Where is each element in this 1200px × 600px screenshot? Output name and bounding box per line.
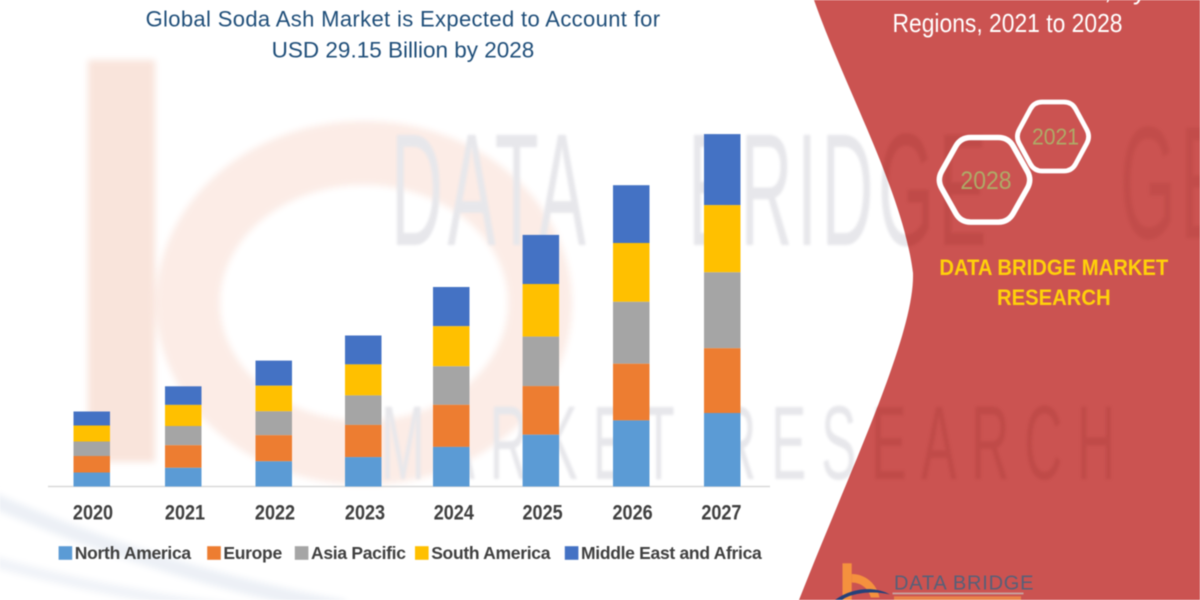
- svg-text:2023: 2023: [345, 501, 385, 525]
- svg-text:Europe: Europe: [223, 543, 282, 563]
- svg-text:2025: 2025: [523, 501, 563, 525]
- svg-text:2021: 2021: [1032, 124, 1079, 150]
- svg-text:DATA: DATA: [391, 102, 590, 280]
- svg-text:Regions, 2021 to 2028: Regions, 2021 to 2028: [892, 10, 1122, 39]
- svg-text:RESEARCH: RESEARCH: [997, 285, 1111, 310]
- svg-text:Global Soda Ash Market is Expe: Global Soda Ash Market is Expected to Ac…: [146, 7, 661, 32]
- svg-text:South America: South America: [431, 543, 551, 563]
- svg-text:DATA BRIDGE MARKET: DATA BRIDGE MARKET: [939, 255, 1168, 280]
- svg-text:2028: 2028: [960, 167, 1011, 195]
- svg-text:2020: 2020: [73, 501, 113, 525]
- svg-text:USD 29.15 Billion by 2028: USD 29.15 Billion by 2028: [272, 38, 535, 63]
- svg-text:2022: 2022: [255, 501, 295, 525]
- svg-text:2027: 2027: [701, 501, 741, 525]
- svg-text:GE: GE: [1120, 95, 1200, 273]
- svg-text:2026: 2026: [613, 501, 653, 525]
- svg-text:, by: , by: [1104, 0, 1146, 5]
- svg-text:2021: 2021: [165, 501, 205, 525]
- svg-text:Middle East and Africa: Middle East and Africa: [581, 543, 762, 563]
- svg-text:Asia Pacific: Asia Pacific: [311, 543, 406, 563]
- svg-text:DATA BRIDGE: DATA BRIDGE: [894, 572, 1034, 594]
- svg-text:2024: 2024: [434, 501, 474, 525]
- svg-text:North America: North America: [75, 543, 192, 563]
